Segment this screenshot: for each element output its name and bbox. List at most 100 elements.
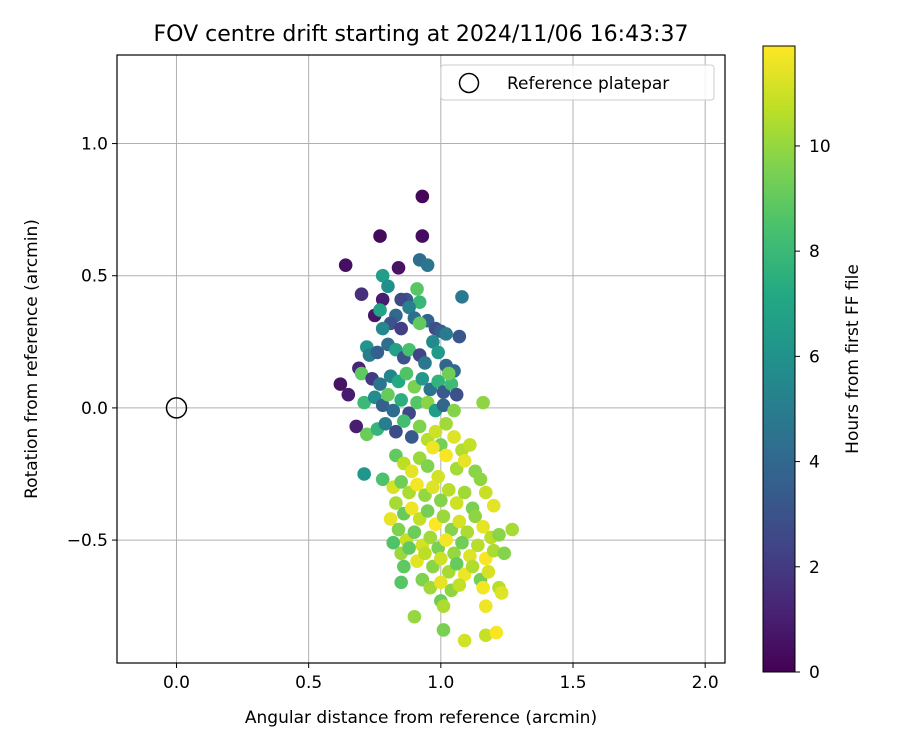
scatter-point	[402, 541, 416, 555]
y-axis-label: Rotation from reference (arcmin)	[22, 219, 42, 499]
scatter-point	[375, 292, 390, 307]
scatter-point	[394, 575, 408, 590]
scatter-point	[373, 303, 387, 317]
scatter-point	[389, 496, 403, 510]
scatter-point	[426, 335, 440, 349]
scatter-point	[357, 467, 371, 481]
scatter-point	[397, 414, 411, 428]
scatter-point	[386, 403, 401, 418]
scatter-point	[457, 453, 472, 468]
colorbar-tick-label: 4	[809, 453, 820, 473]
scatter-point	[434, 551, 448, 566]
scatter-point	[492, 527, 506, 542]
legend: Reference platepar	[440, 64, 715, 101]
y-tick-label: 0.0	[81, 399, 108, 419]
scatter-point	[426, 440, 440, 455]
scatter-point	[441, 366, 456, 381]
scatter-point	[415, 372, 430, 386]
scatter-point	[402, 300, 416, 315]
scatter-point	[436, 398, 451, 413]
colorbar-tick-label: 6	[809, 347, 820, 367]
scatter-point	[410, 282, 424, 296]
scatter-point	[412, 295, 427, 309]
colorbar-gradient	[762, 45, 796, 673]
colorbar-tick-label: 10	[809, 137, 831, 157]
scatter-point	[436, 599, 451, 613]
scatter-point	[349, 419, 364, 434]
scatter-point	[397, 559, 411, 574]
scatter-point	[486, 498, 501, 513]
scatter-point	[455, 535, 469, 550]
scatter-point	[455, 290, 469, 304]
scatter-point	[407, 525, 422, 539]
scatter-point	[473, 472, 488, 487]
scatter-point	[476, 395, 490, 410]
scatter-point	[452, 329, 467, 344]
x-tick-label: 2.0	[692, 673, 719, 693]
scatter-point	[381, 279, 395, 294]
scatter-point	[426, 480, 440, 495]
scatter-point	[378, 416, 393, 431]
scatter-point	[452, 578, 467, 592]
scatter-point	[439, 448, 453, 463]
scatter-point	[375, 321, 390, 336]
scatter-point	[447, 403, 461, 418]
scatter-point	[431, 374, 445, 389]
legend-box	[440, 64, 715, 101]
scatter-point	[381, 387, 395, 402]
scatter-point	[386, 535, 401, 550]
scatter-point	[415, 189, 430, 204]
scatter-point	[460, 525, 475, 539]
y-tick-label: −0.5	[67, 531, 108, 551]
scatter-point	[489, 625, 504, 640]
scatter-points	[333, 189, 519, 648]
scatter-point	[420, 459, 435, 473]
scatter-point	[476, 580, 490, 595]
scatter-point	[370, 345, 385, 360]
colorbar-tick-label: 0	[809, 663, 820, 683]
colorbar-tick-label: 8	[809, 242, 820, 262]
scatter-point	[404, 430, 419, 444]
x-axis-ticks: 0.0 0.5 1.0 1.5 2.0	[163, 663, 719, 693]
reference-platepar-marker	[165, 397, 188, 419]
scatter-point	[354, 287, 369, 302]
scatter-point	[375, 472, 390, 487]
scatter-point	[420, 504, 435, 518]
scatter-point	[436, 623, 451, 637]
scatter-point	[394, 475, 408, 489]
scatter-point	[457, 633, 472, 648]
scatter-point	[465, 559, 480, 574]
colorbar-ticks: 0 2 4 6 8 10	[795, 137, 831, 683]
y-tick-label: 1.0	[81, 135, 108, 155]
scatter-point	[410, 477, 424, 492]
scatter-point	[457, 485, 472, 500]
scatter-point	[481, 565, 496, 579]
scatter-point	[478, 599, 493, 613]
scatter-point	[410, 395, 424, 410]
x-tick-label: 1.0	[427, 673, 454, 693]
scatter-point	[431, 469, 445, 484]
scatter-point	[423, 530, 438, 545]
scatter-point	[407, 609, 422, 624]
scatter-point	[394, 321, 408, 336]
scatter-point	[463, 549, 477, 563]
scatter-point	[412, 419, 427, 434]
scatter-point	[360, 427, 374, 442]
colorbar-label: Hours from first FF file	[843, 264, 863, 454]
scatter-point	[373, 377, 387, 391]
scatter-point	[412, 316, 427, 331]
scatter-point	[420, 258, 435, 272]
scatter-point	[497, 546, 512, 561]
scatter-point	[418, 356, 432, 370]
scatter-point	[441, 483, 456, 497]
chart-title: FOV centre drift starting at 2024/11/06 …	[154, 22, 689, 47]
scatter-point	[341, 387, 356, 402]
scatter-point	[463, 438, 477, 452]
scatter-point	[444, 377, 459, 391]
scatter-point	[439, 533, 453, 547]
scatter-point	[423, 580, 438, 595]
scatter-point	[431, 345, 445, 360]
scatter-point	[494, 586, 509, 600]
